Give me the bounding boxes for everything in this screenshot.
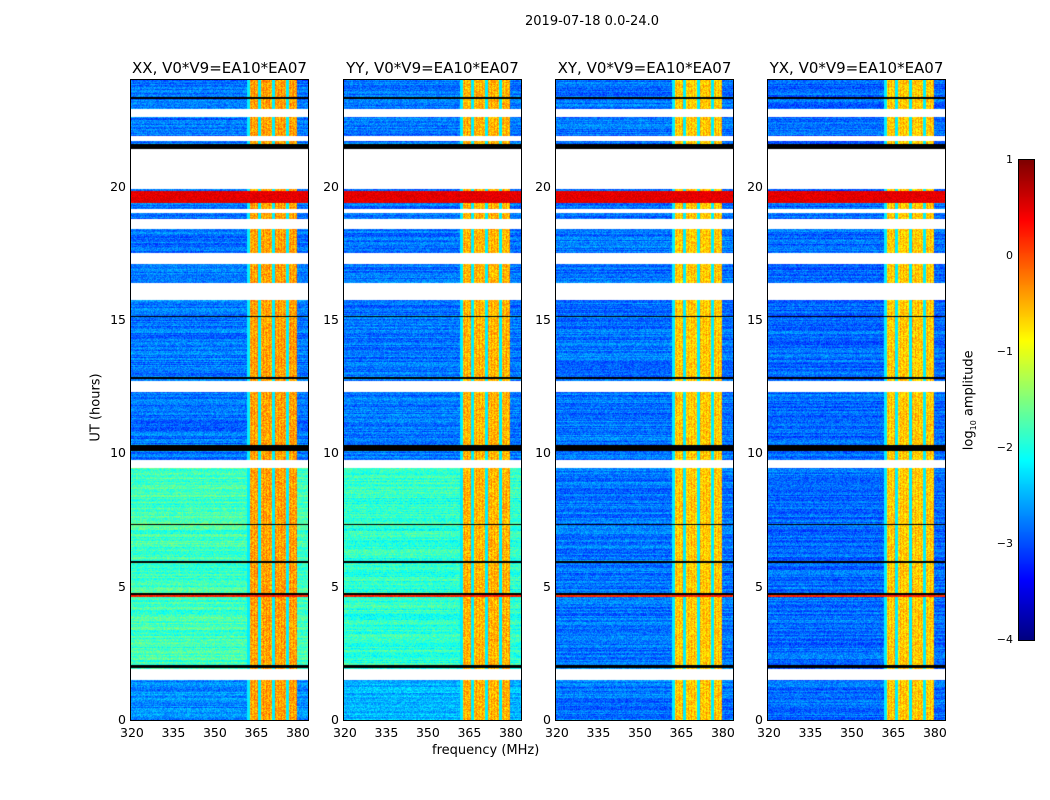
colorbar-tick-label: −2 [996, 441, 1013, 454]
colorbar [1019, 160, 1034, 640]
x-tick-label: 335 [161, 725, 186, 740]
y-tick-label: 0 [118, 712, 126, 727]
axes-frame [343, 79, 522, 721]
y-tick-label: 15 [110, 312, 126, 327]
y-axis-label: UT (hours) [88, 373, 104, 442]
y-tick-label: 15 [747, 312, 763, 327]
axes-frame [767, 79, 946, 721]
x-tick-label: 320 [120, 725, 144, 740]
y-tick-label: 5 [331, 578, 339, 594]
x-tick-label: 365 [457, 725, 482, 740]
axes-frame [555, 79, 734, 721]
y-tick-label: 20 [535, 178, 551, 194]
y-tick-label: 10 [535, 445, 551, 461]
x-tick-label: 380 [710, 725, 735, 740]
x-tick-label: 320 [545, 725, 569, 740]
panel-title: XY, V0*V9=EA10*EA07 [557, 59, 732, 77]
y-tick-label: 5 [755, 578, 763, 594]
y-tick-label: 5 [543, 578, 551, 594]
y-tick-label: 10 [110, 445, 126, 461]
axes-frame [130, 79, 309, 721]
x-tick-label: 350 [202, 725, 227, 740]
x-tick-label: 365 [669, 725, 694, 740]
x-tick-label: 380 [922, 725, 947, 740]
heatmap-xy [556, 80, 733, 720]
x-axis-label: frequency (MHz) [432, 743, 540, 758]
y-tick-label: 15 [535, 312, 551, 327]
x-tick-label: 320 [757, 725, 781, 740]
x-tick-label: 365 [881, 725, 906, 740]
x-tick-label: 380 [498, 725, 523, 740]
x-tick-label: 350 [839, 725, 864, 740]
y-tick-label: 20 [110, 178, 126, 194]
x-tick-label: 365 [244, 725, 269, 740]
colorbar-frame [1018, 159, 1035, 641]
colorbar-tick-label: −4 [996, 633, 1013, 646]
y-tick-label: 0 [755, 712, 763, 727]
y-tick-label: 0 [331, 712, 339, 727]
colorbar-tick-label: 1 [1006, 153, 1013, 166]
x-tick-label: 350 [415, 725, 440, 740]
panel-title: YY, V0*V9=EA10*EA07 [346, 59, 519, 77]
x-tick-label: 335 [374, 725, 399, 740]
y-tick-label: 10 [747, 445, 763, 461]
y-tick-label: 0 [543, 712, 551, 727]
y-tick-label: 15 [323, 312, 339, 327]
panel-title: XX, V0*V9=EA10*EA07 [132, 59, 307, 77]
panel-title: YX, V0*V9=EA10*EA07 [769, 59, 944, 77]
x-tick-label: 335 [798, 725, 823, 740]
colorbar-tick-label: 0 [1006, 249, 1013, 262]
heatmap-yx [768, 80, 945, 720]
colorbar-label: log10 amplitude [961, 350, 979, 451]
x-tick-label: 335 [586, 725, 611, 740]
colorbar-tick-label: −3 [996, 537, 1013, 550]
y-tick-label: 10 [323, 445, 339, 461]
x-tick-label: 350 [627, 725, 652, 740]
y-tick-label: 5 [118, 578, 126, 594]
x-tick-label: 380 [285, 725, 310, 740]
y-tick-label: 20 [323, 178, 339, 194]
y-tick-label: 20 [747, 178, 763, 194]
heatmap-yy [344, 80, 521, 720]
colorbar-tick-label: −1 [996, 345, 1013, 358]
heatmap-xx [131, 80, 308, 720]
figure-title: 2019-07-18 0.0-24.0 [525, 14, 659, 29]
x-tick-label: 320 [333, 725, 357, 740]
